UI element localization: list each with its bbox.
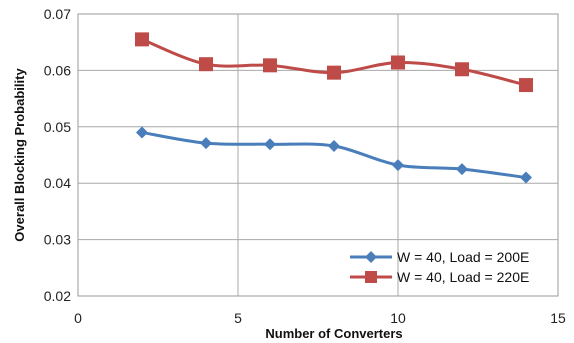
x-tick-label: 0 xyxy=(74,310,82,326)
data-point-series-2 xyxy=(135,32,149,47)
series-layer xyxy=(135,32,533,184)
data-point-series-2 xyxy=(199,57,213,72)
x-tick-label: 5 xyxy=(234,310,242,326)
legend-marker-series-1 xyxy=(365,251,377,263)
data-point-series-1 xyxy=(136,126,148,139)
data-point-series-1 xyxy=(328,139,340,152)
data-point-series-1 xyxy=(264,138,276,151)
x-tick-label: 15 xyxy=(550,310,566,326)
data-point-series-1 xyxy=(456,163,468,176)
x-tick-label: 10 xyxy=(390,310,406,326)
data-point-series-2 xyxy=(391,55,405,70)
plot-area-border xyxy=(77,13,559,297)
x-axis-ticks: 0 5 10 15 xyxy=(74,310,566,326)
x-axis-title: Number of Converters xyxy=(265,326,402,341)
series-line-1 xyxy=(141,130,527,180)
legend-marker-series-2 xyxy=(365,271,377,283)
y-tick-label: 0.07 xyxy=(44,6,71,22)
data-point-series-2 xyxy=(455,62,469,77)
y-tick-label: 0.04 xyxy=(44,175,71,191)
y-tick-label: 0.06 xyxy=(44,62,71,78)
data-point-series-2 xyxy=(519,78,533,93)
grid xyxy=(78,14,558,296)
data-point-series-1 xyxy=(200,137,212,150)
y-axis-ticks: 0.02 0.03 0.04 0.05 0.06 0.07 xyxy=(44,6,71,304)
y-axis-title: Overall Blocking Probability xyxy=(12,68,27,242)
y-tick-label: 0.05 xyxy=(44,119,71,135)
data-point-series-2 xyxy=(263,58,277,73)
data-point-series-1 xyxy=(392,159,404,172)
legend-label-series-1: W = 40, Load = 200E xyxy=(397,249,529,265)
data-point-series-1 xyxy=(520,171,532,184)
y-tick-label: 0.02 xyxy=(44,288,71,304)
data-point-series-2 xyxy=(327,65,341,80)
legend-label-series-2: W = 40, Load = 220E xyxy=(397,269,529,285)
legend: W = 40, Load = 200E W = 40, Load = 220E xyxy=(350,249,529,285)
y-tick-label: 0.03 xyxy=(44,232,71,248)
